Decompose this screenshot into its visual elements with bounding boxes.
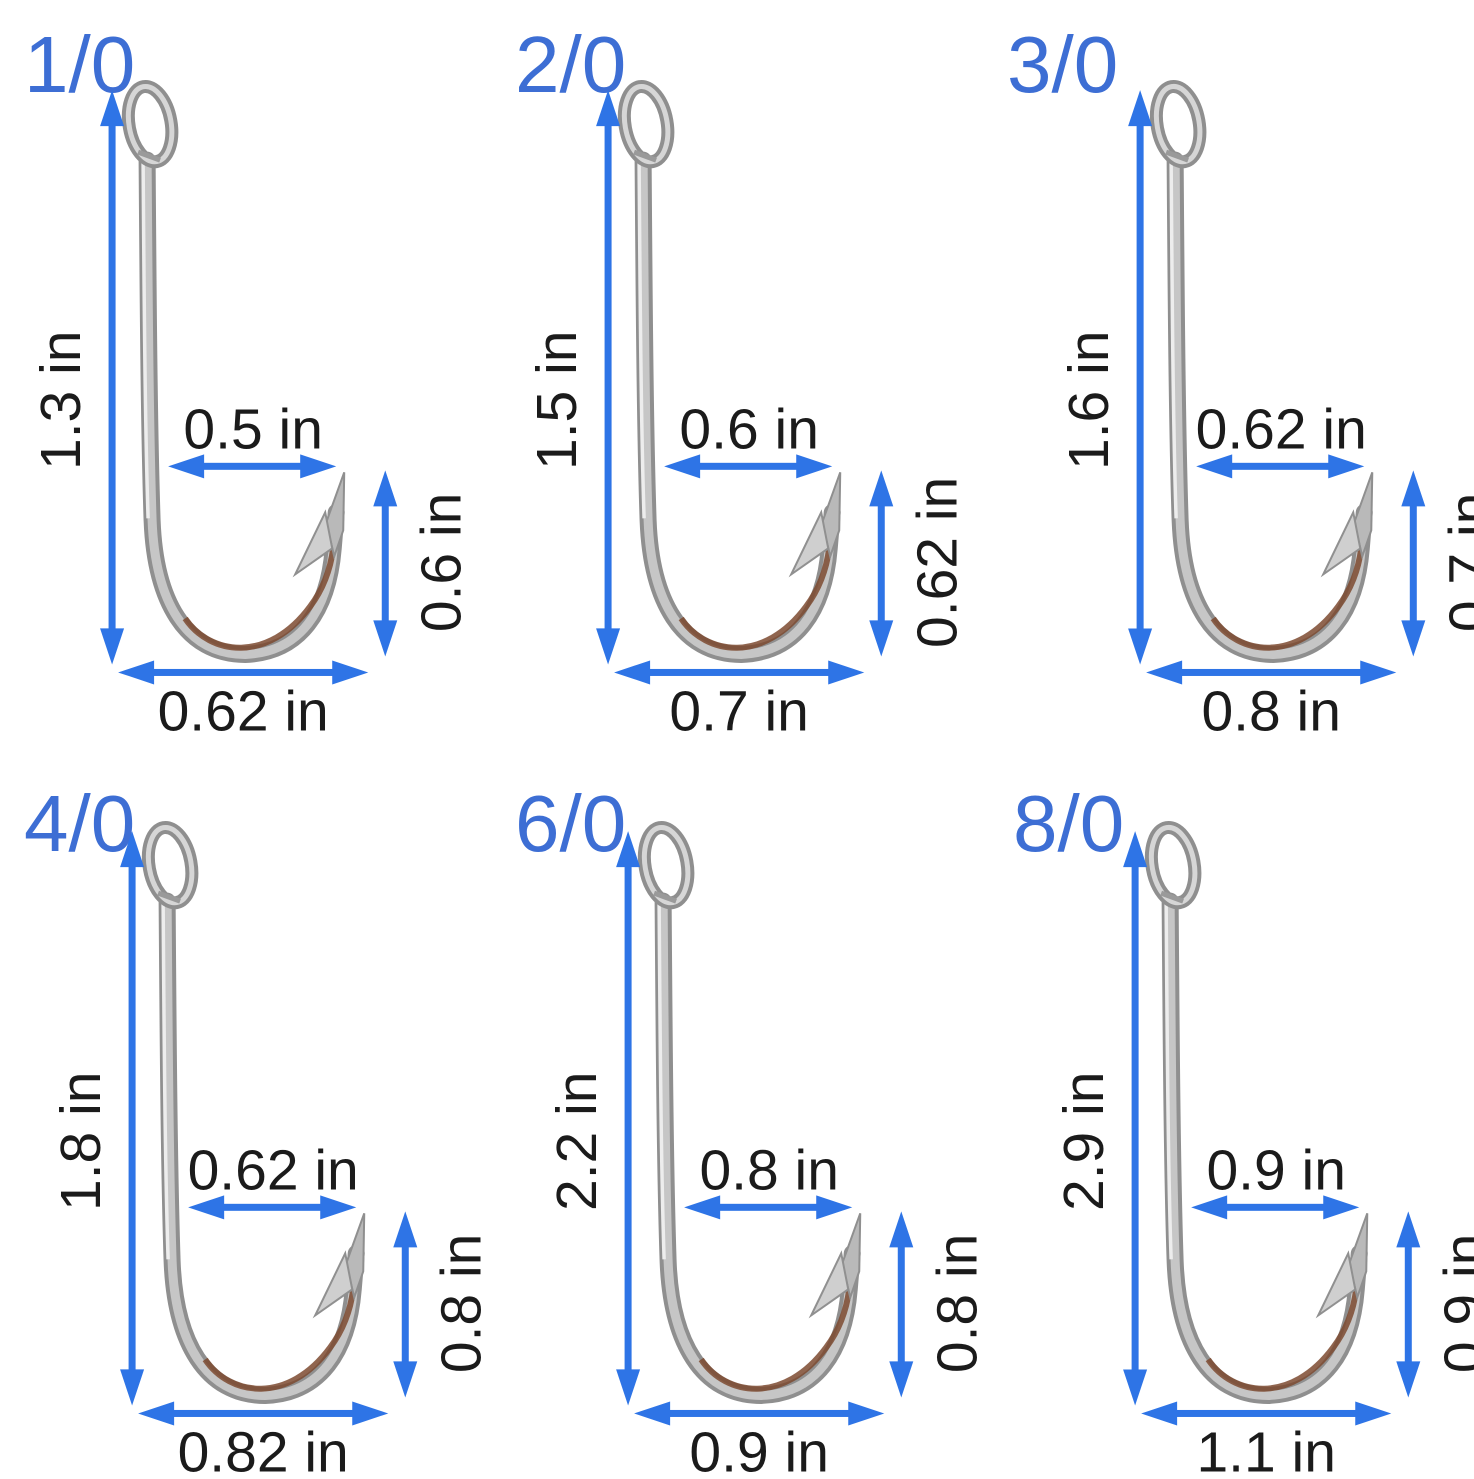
point-length-label: 0.62 in bbox=[906, 477, 970, 648]
hook-figure bbox=[616, 824, 913, 1425]
hook-size-label: 4/0 bbox=[24, 779, 135, 868]
overall-width-label: 0.8 in bbox=[1201, 680, 1340, 741]
hook-panel-6-0: 6/0 2.2 in 0.8 in 0.8 in 0.9 in bbox=[491, 741, 982, 1479]
hook-size-label: 8/0 bbox=[1013, 779, 1124, 868]
hook-panel-3-0: 3/0 1.6 in 0.62 in 0.7 in 0.8 in bbox=[983, 0, 1474, 741]
shank-length-label: 1.6 in bbox=[1057, 331, 1121, 470]
hook-figure bbox=[100, 83, 397, 684]
point-length-label: 0.9 in bbox=[1432, 1233, 1474, 1372]
point-length-label: 0.6 in bbox=[409, 493, 473, 632]
hook-figure bbox=[596, 83, 893, 684]
gap-width-label: 0.62 in bbox=[1195, 397, 1366, 461]
hook-figure bbox=[1123, 824, 1420, 1425]
overall-width-label: 0.82 in bbox=[178, 1420, 349, 1479]
gap-width-label: 0.8 in bbox=[700, 1138, 839, 1202]
shank-length-label: 1.3 in bbox=[29, 331, 93, 470]
point-length-label: 0.7 in bbox=[1437, 493, 1474, 632]
overall-width-label: 0.62 in bbox=[158, 679, 329, 740]
overall-width-label: 0.7 in bbox=[670, 679, 809, 740]
overall-width-label: 1.1 in bbox=[1196, 1420, 1335, 1479]
hook-size-label: 3/0 bbox=[1007, 20, 1118, 109]
hook-panel-1-0: 1/0 1.3 in 0.5 in 0.6 in 0.62 in bbox=[0, 0, 491, 740]
hook-figure bbox=[1128, 83, 1425, 684]
shank-length-label: 1.8 in bbox=[49, 1071, 113, 1210]
point-length-label: 0.8 in bbox=[429, 1233, 491, 1372]
gap-width-label: 0.6 in bbox=[680, 397, 819, 461]
hook-size-label: 6/0 bbox=[515, 779, 626, 868]
gap-width-label: 0.5 in bbox=[183, 397, 322, 461]
hook-size-label: 1/0 bbox=[24, 20, 135, 109]
hook-panel-2-0: 2/0 1.5 in 0.6 in 0.62 in 0.7 in bbox=[491, 0, 982, 740]
shank-length-label: 1.5 in bbox=[525, 331, 589, 470]
hook-figure bbox=[120, 824, 417, 1425]
gap-width-label: 0.62 in bbox=[188, 1138, 359, 1202]
shank-length-label: 2.2 in bbox=[545, 1071, 609, 1210]
hook-panel-4-0: 4/0 1.8 in 0.62 in 0.8 in 0.82 in bbox=[0, 741, 491, 1479]
overall-width-label: 0.9 in bbox=[690, 1420, 829, 1479]
shank-length-label: 2.9 in bbox=[1052, 1071, 1116, 1210]
hook-panel-8-0: 8/0 2.9 in 0.9 in 0.9 in 1.1 in bbox=[983, 741, 1474, 1479]
gap-width-label: 0.9 in bbox=[1206, 1138, 1345, 1202]
point-length-label: 0.8 in bbox=[926, 1233, 983, 1372]
